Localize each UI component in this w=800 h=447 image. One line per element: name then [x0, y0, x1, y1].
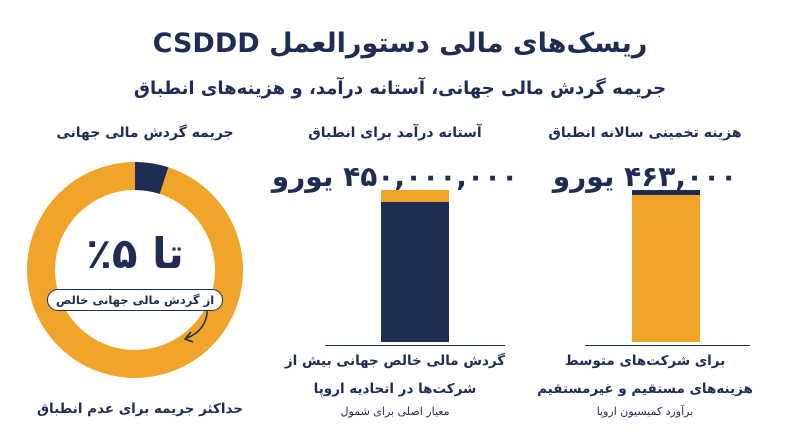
cost-note-line2: هزینه‌های مستقیم و غیرمستقیم: [537, 381, 753, 397]
revenue-source: معیار اصلی برای شمول: [340, 405, 450, 418]
cost-bar: [632, 190, 700, 342]
revenue-column-title: آستانه درآمد برای انطباق: [308, 125, 482, 141]
penalty-percent-note: از گردش مالی جهانی خالص: [46, 289, 224, 311]
cost-value: ۴۶۳,۰۰۰ یورو: [552, 160, 738, 193]
donut-arrow-head: [183, 331, 194, 343]
revenue-value: ۴۵۰,۰۰۰,۰۰۰ یورو: [271, 160, 519, 193]
cost-column-title: هزینه تخمینی سالانه انطباق: [548, 125, 742, 141]
page-title: ریسک‌های مالی دستورالعمل CSDDD: [152, 28, 648, 59]
penalty-column-title: جریمه گردش مالی جهانی: [56, 125, 234, 141]
revenue-bar-cap: [381, 190, 449, 203]
cost-bar-cap: [632, 190, 700, 195]
penalty-donut: تا ۵٪ از گردش مالی جهانی خالص: [25, 160, 245, 380]
penalty-bottom-label: حداکثر جریمه برای عدم انطباق: [36, 401, 244, 417]
cost-divider: [585, 345, 750, 346]
cost-note-line1: برای شرکت‌های متوسط: [564, 353, 726, 369]
cost-source: برآورد کمیسیون اروپا: [596, 405, 694, 418]
revenue-divider: [325, 345, 505, 346]
revenue-note-line2: شرکت‌ها در اتحادیه اروپا: [313, 381, 477, 397]
penalty-percent: تا ۵٪: [86, 229, 184, 278]
revenue-bar: [381, 190, 449, 342]
revenue-note: گردش مالی خالص جهانی بیش از شرکت‌ها در ا…: [260, 347, 530, 403]
revenue-note-line1: گردش مالی خالص جهانی بیش از: [284, 353, 506, 369]
cost-note: برای شرکت‌های متوسط هزینه‌های مستقیم و غ…: [525, 347, 765, 403]
page-subtitle: جریمه گردش مالی جهانی، آستانه درآمد، و ه…: [133, 78, 667, 99]
donut-center: تا ۵٪ از گردش مالی جهانی خالص: [25, 160, 245, 380]
donut-penalty-slice: [134, 162, 169, 195]
